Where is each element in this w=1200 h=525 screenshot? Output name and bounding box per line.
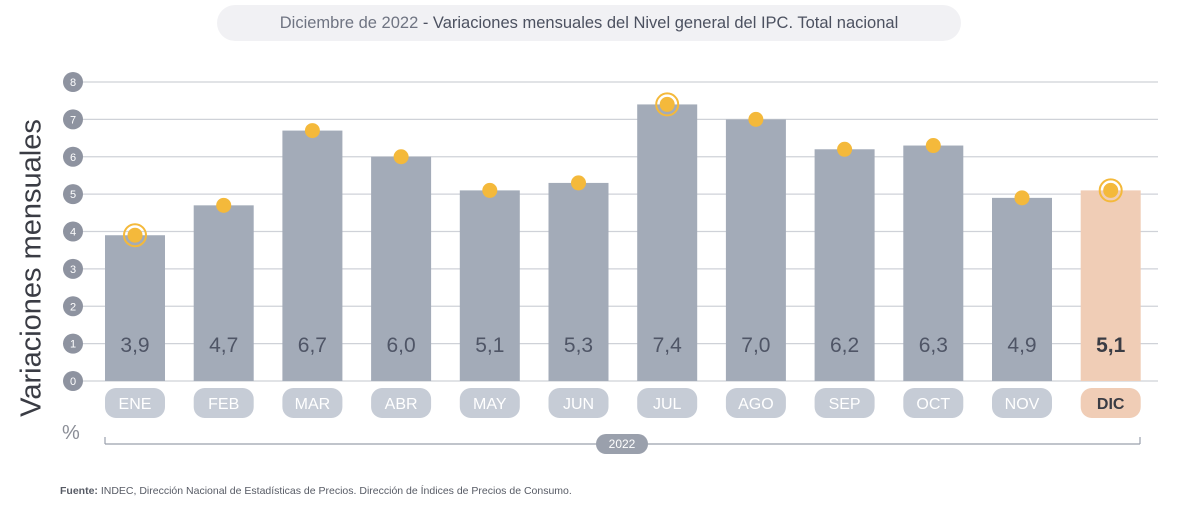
month-label: FEB: [208, 396, 239, 413]
y-tick-circle: [63, 72, 83, 92]
month-label: ABR: [385, 396, 418, 413]
bar: [371, 156, 432, 381]
y-tick-label: 5: [70, 189, 76, 201]
y-tick-circle: [63, 184, 83, 205]
value-marker: [482, 182, 498, 198]
bar: [548, 182, 609, 381]
value-marker: [393, 149, 409, 165]
month-label: DIC: [1097, 396, 1125, 413]
month-pill: [459, 388, 520, 418]
month-label: ENE: [119, 396, 152, 413]
month-pill: [637, 388, 698, 418]
value-marker-ring: [123, 223, 147, 248]
y-tick-label: 0: [70, 376, 76, 388]
month-pill: [1080, 388, 1141, 418]
value-marker: [925, 138, 941, 154]
y-tick-circle: [63, 371, 83, 391]
month-pill: [193, 388, 254, 418]
value-label: 4,7: [209, 334, 238, 357]
value-label: 5,1: [475, 334, 504, 357]
month-label: AGO: [738, 396, 774, 413]
value-label: 3,9: [120, 334, 149, 357]
value-marker-ring: [655, 92, 680, 117]
month-label: JUL: [653, 396, 682, 413]
value-marker: [748, 111, 764, 127]
y-tick-label: 6: [70, 152, 76, 164]
month-label: NOV: [1005, 396, 1040, 413]
value-marker: [304, 123, 320, 139]
bar: [105, 235, 165, 381]
value-label: 6,0: [386, 334, 415, 357]
y-tick-circle: [63, 333, 83, 354]
bar: [992, 197, 1052, 381]
value-label: 5,3: [564, 334, 593, 357]
chart-title: Diciembre de 2022 - Variaciones mensuale…: [217, 5, 961, 41]
bar: [637, 104, 698, 382]
value-label: 7,4: [653, 334, 683, 357]
month-pill: [282, 388, 343, 418]
value-marker: [659, 96, 675, 112]
month-pill: [814, 388, 875, 418]
value-label: 7,0: [741, 334, 770, 357]
value-marker: [1014, 190, 1030, 206]
y-tick-circle: [63, 146, 83, 167]
month-label: OCT: [916, 396, 950, 413]
source-note: Fuente: INDEC, Dirección Nacional de Est…: [60, 485, 572, 497]
source-label: Fuente:: [60, 485, 98, 497]
y-tick-label: 1: [70, 339, 76, 351]
month-label: MAY: [473, 396, 507, 413]
value-label: 6,3: [919, 334, 948, 357]
month-pill: [105, 388, 165, 418]
chart-title-date: Diciembre de 2022: [279, 14, 419, 32]
y-tick-label: 3: [70, 264, 76, 276]
month-label: MAR: [295, 396, 331, 413]
chart-title-separator: -: [418, 14, 433, 32]
value-label: 6,2: [830, 334, 859, 357]
source-text: INDEC, Dirección Nacional de Estadística…: [97, 485, 572, 497]
bar: [814, 149, 875, 381]
chart-title-text: Variaciones mensuales del Nivel general …: [432, 14, 899, 32]
y-tick-circle: [63, 258, 83, 279]
value-label: 5,1: [1096, 334, 1126, 357]
y-tick-circle: [63, 221, 83, 242]
bar: [282, 130, 343, 381]
month-label: JUN: [563, 396, 594, 413]
value-label: 4,9: [1007, 334, 1036, 357]
value-marker: [571, 175, 586, 191]
value-marker: [127, 227, 143, 243]
month-pill: [548, 388, 609, 418]
value-marker: [216, 197, 232, 213]
bar: [459, 190, 520, 381]
y-tick-circle: [63, 296, 83, 317]
unit-label: %: [62, 422, 80, 444]
bar: [725, 119, 786, 381]
value-marker-ring: [1098, 178, 1123, 203]
y-tick-label: 2: [70, 301, 76, 313]
bar: [1080, 190, 1141, 381]
bar: [903, 145, 964, 381]
month-pill: [992, 388, 1052, 418]
y-tick-label: 8: [70, 77, 76, 89]
month-label: SEP: [829, 396, 861, 413]
value-label: 6,7: [298, 334, 327, 357]
month-pill: [903, 388, 964, 418]
y-tick-label: 7: [70, 114, 76, 126]
month-pill: [725, 388, 786, 418]
y-tick-label: 4: [70, 227, 76, 239]
value-marker: [837, 141, 853, 157]
year-label: 2022: [596, 434, 648, 454]
value-marker: [1103, 182, 1119, 198]
y-tick-circle: [63, 109, 83, 130]
bar: [193, 205, 254, 381]
month-pill: [371, 388, 432, 418]
